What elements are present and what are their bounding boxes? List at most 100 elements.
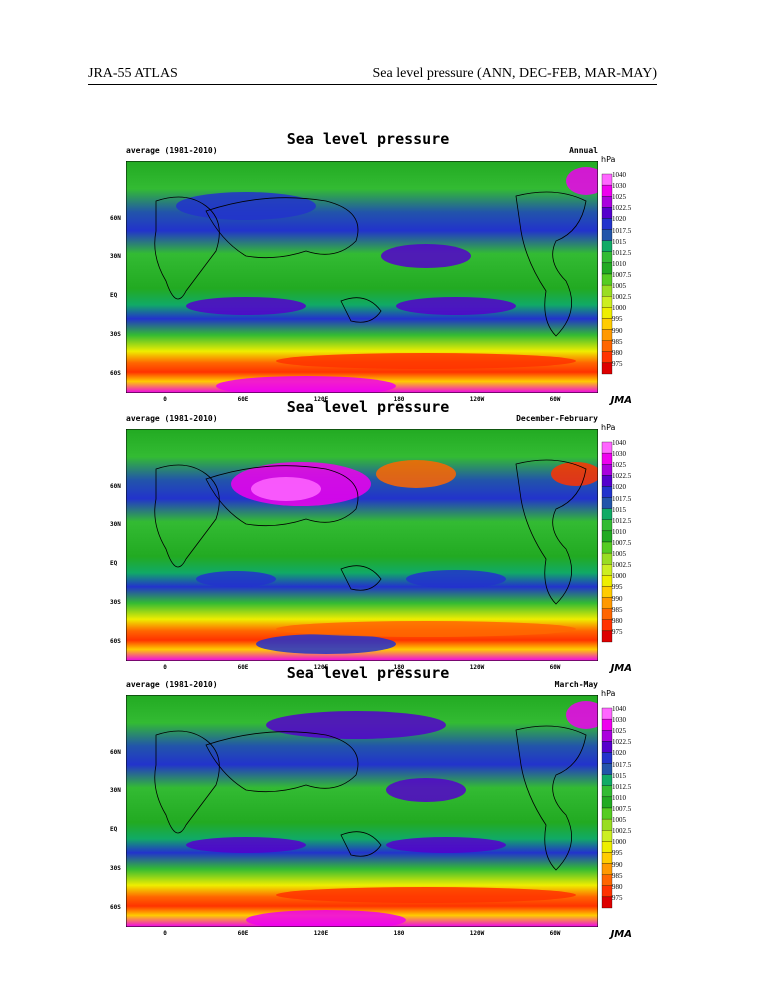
colorbar-level-label: 1020 — [612, 749, 626, 758]
colorbar-swatch — [601, 218, 613, 230]
colorbar-swatch — [601, 184, 613, 197]
lon-label: 60W — [549, 396, 561, 403]
pressure-cell — [176, 192, 316, 220]
colorbar-level-label: 1012.5 — [612, 516, 632, 525]
colorbar-level-label: 990 — [612, 594, 623, 603]
pressure-cell — [566, 167, 598, 195]
colorbar-level-label: 1025 — [612, 461, 626, 470]
colorbar-swatch — [601, 741, 613, 753]
colorbar-swatch — [601, 763, 613, 775]
lon-label: 60W — [549, 664, 561, 671]
lon-label: 60W — [549, 930, 561, 937]
colorbar-swatch — [601, 807, 613, 820]
lon-label: 60E — [237, 664, 249, 671]
colorbar-swatch — [601, 240, 613, 252]
coastline — [340, 297, 382, 323]
colorbar — [601, 173, 613, 375]
colorbar-level-label: 1010 — [612, 793, 626, 802]
map-season: March-May — [554, 680, 598, 689]
colorbar-swatch — [601, 541, 613, 554]
map-title: Sea level pressure — [286, 130, 450, 148]
colorbar-level-label: 1030 — [612, 716, 626, 725]
page-header: JRA-55 ATLAS Sea level pressure (ANN, DE… — [88, 66, 657, 85]
sea-level-pressure-map — [126, 429, 598, 661]
colorbar-level-label: 1030 — [612, 450, 626, 459]
colorbar-swatch — [601, 508, 613, 520]
colorbar-level-label: 980 — [612, 348, 623, 357]
coastline — [340, 565, 382, 591]
coastline — [515, 191, 587, 337]
pressure-cell — [376, 460, 456, 488]
colorbar-swatch — [601, 173, 613, 186]
colorbar-swatch — [601, 796, 613, 809]
pressure-cell — [251, 477, 321, 501]
colorbar-level-label: 1005 — [612, 816, 626, 825]
lat-label: 60S — [110, 638, 121, 645]
lon-label: 120E — [313, 396, 329, 403]
colorbar-swatch — [601, 718, 613, 731]
lat-label: EQ — [110, 826, 118, 833]
coastline — [154, 196, 220, 300]
colorbar-swatch — [601, 575, 613, 587]
colorbar-swatch — [601, 351, 613, 364]
colorbar-swatch — [601, 752, 613, 764]
lat-label: 30S — [110, 865, 121, 872]
colorbar-swatch — [601, 852, 613, 864]
colorbar-level-label: 1025 — [612, 727, 626, 736]
colorbar-level-label: 1030 — [612, 182, 626, 191]
coastline — [205, 197, 359, 259]
lon-label: 60E — [237, 396, 249, 403]
lat-label: 30N — [110, 521, 121, 528]
colorbar-swatch — [601, 552, 613, 565]
colorbar-swatch — [601, 464, 613, 476]
colorbar-level-label: 1020 — [612, 483, 626, 492]
sea-level-pressure-map — [126, 161, 598, 393]
coastline — [205, 731, 359, 793]
colorbar-swatch — [601, 519, 613, 532]
lon-label: 180 — [393, 664, 405, 671]
colorbar-level-label: 1007.5 — [612, 539, 632, 547]
lat-label: 30N — [110, 253, 121, 260]
colorbar-swatch — [601, 586, 613, 598]
colorbar-level-label: 1010 — [612, 259, 626, 268]
colorbar — [601, 441, 613, 643]
jma-logo: JMA — [610, 929, 632, 940]
colorbar-swatch — [601, 874, 613, 886]
lon-label: 180 — [393, 930, 405, 937]
colorbar-level-label: 1015 — [612, 237, 626, 246]
colorbar-swatch — [601, 452, 613, 465]
colorbar-level-label: 990 — [612, 860, 623, 869]
pressure-cell — [216, 376, 396, 393]
coastline — [154, 730, 220, 834]
map-panel-mam: Sea level pressure average (1981-2010) M… — [110, 664, 632, 940]
colorbar-level-label: 1040 — [612, 439, 626, 447]
colorbar-level-label: 1000 — [612, 572, 626, 581]
colorbar-level-label: 1000 — [612, 304, 626, 313]
colorbar-level-label: 1000 — [612, 838, 626, 847]
colorbar-swatch — [601, 608, 613, 620]
colorbar-level-label: 975 — [612, 627, 623, 636]
colorbar-level-label: 985 — [612, 605, 623, 614]
colorbar-level-label: 975 — [612, 893, 623, 902]
map-season: December-February — [516, 414, 598, 423]
colorbar-swatch — [601, 885, 613, 898]
colorbar-level-label: 1012.5 — [612, 248, 632, 257]
colorbar-swatch — [601, 707, 613, 720]
map-title: Sea level pressure — [286, 398, 450, 416]
pressure-cell — [566, 701, 598, 729]
lon-label: 120W — [469, 396, 485, 403]
pressure-cell — [246, 910, 406, 927]
pressure-cell — [196, 571, 276, 587]
colorbar-swatch — [601, 273, 613, 286]
pressure-cell — [396, 297, 516, 315]
colorbar-swatch — [601, 229, 613, 241]
colorbar-level-label: 995 — [612, 849, 623, 858]
map-subtitle: average (1981-2010) — [126, 680, 218, 689]
colorbar-level-label: 985 — [612, 871, 623, 880]
colorbar-swatch — [601, 284, 613, 297]
pressure-cell — [386, 778, 466, 802]
lon-label: 0 — [163, 664, 167, 671]
pressure-cell — [386, 837, 506, 853]
colorbar-level-label: 1002.5 — [612, 561, 632, 570]
colorbar-swatch — [601, 196, 613, 208]
